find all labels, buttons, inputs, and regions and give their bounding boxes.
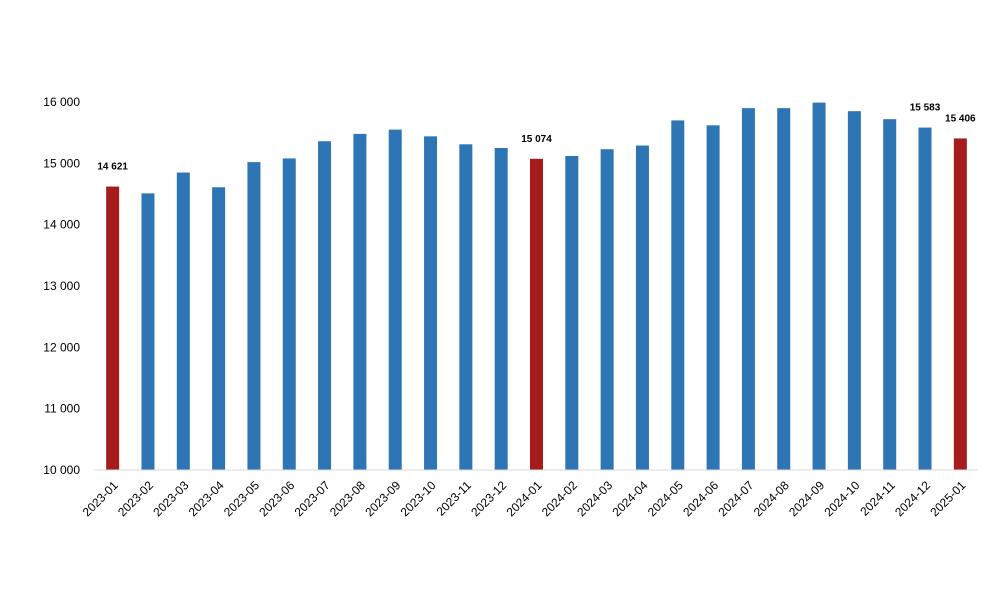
- y-tick-label: 15 000: [43, 156, 80, 170]
- bar-2023-12: [494, 148, 508, 470]
- bar-2024-12: [918, 127, 932, 471]
- bar-2024-09: [812, 102, 826, 470]
- data-labels: 14 621 15 074 15 583 15 406: [97, 103, 976, 173]
- y-tick-label: 12 000: [43, 340, 80, 354]
- x-tick-label: 2024-12: [892, 478, 933, 519]
- bar-2024-05: [671, 120, 685, 471]
- x-tick-label: 2023-07: [292, 478, 333, 519]
- bar-2023-04: [212, 187, 226, 470]
- bar-2023-08: [353, 133, 367, 471]
- bar-2024-07: [741, 108, 755, 470]
- y-tick-label: 11 000: [44, 402, 80, 416]
- x-tick-label: 2024-01: [504, 478, 545, 519]
- x-tick-label: 2023-05: [221, 478, 262, 519]
- data-label-2023-01: 14 621: [97, 162, 128, 173]
- x-tick-label: 2023-09: [362, 478, 403, 519]
- bar-2024-08: [777, 108, 791, 470]
- bar-2023-03: [176, 172, 190, 471]
- x-tick-label: 2025-01: [927, 478, 968, 519]
- bar-2024-04: [635, 145, 649, 470]
- x-tick-label: 2023-02: [115, 478, 156, 519]
- bars: [106, 102, 967, 471]
- bar-2023-02: [141, 193, 155, 471]
- x-tick-label: 2023-04: [186, 478, 227, 519]
- bar-2024-10: [847, 111, 861, 470]
- y-axis: 10 000 11 000 12 000 13 000 14 000 15 000 16 0…: [43, 95, 80, 477]
- bar-2024-03: [600, 149, 614, 470]
- x-tick-label: 2024-06: [680, 478, 721, 519]
- bar-2023-06: [282, 158, 296, 470]
- bar-2023-01: [106, 186, 120, 470]
- y-tick-label: 10 000: [43, 463, 80, 477]
- bar-2024-06: [706, 125, 720, 470]
- bar-2023-10: [424, 136, 438, 470]
- x-tick-label: 2024-05: [645, 478, 686, 519]
- x-tick-label: 2023-01: [80, 478, 121, 519]
- y-tick-label: 14 000: [43, 218, 80, 232]
- bar-2024-02: [565, 155, 579, 470]
- x-tick-label: 2024-10: [821, 478, 862, 519]
- x-tick-label: 2023-12: [468, 478, 509, 519]
- x-tick-label: 2023-06: [256, 478, 297, 519]
- x-tick-label: 2024-11: [857, 478, 898, 519]
- data-label-2024-01: 15 074: [521, 134, 552, 145]
- x-tick-label: 2023-10: [398, 478, 439, 519]
- x-tick-label: 2024-02: [539, 478, 580, 519]
- bar-2025-01: [953, 138, 967, 470]
- y-tick-label: 16 000: [43, 95, 80, 109]
- data-label-2025-01: 15 406: [945, 113, 976, 124]
- y-tick-label: 13 000: [43, 279, 80, 293]
- x-tick-label: 2023-08: [327, 478, 368, 519]
- x-tick-label: 2024-04: [610, 478, 651, 519]
- x-tick-label: 2024-08: [751, 478, 792, 519]
- bar-2023-09: [388, 129, 402, 470]
- bar-2023-05: [247, 162, 261, 470]
- x-tick-label: 2023-11: [434, 478, 475, 519]
- x-tick-label: 2024-07: [715, 478, 756, 519]
- x-tick-label: 2023-03: [150, 478, 191, 519]
- bar-2024-11: [883, 119, 897, 470]
- x-tick-label: 2024-09: [786, 478, 827, 519]
- bar-2024-01: [530, 158, 543, 470]
- x-tick-label: 2024-03: [574, 478, 615, 519]
- bar-2023-07: [318, 141, 332, 470]
- data-label-2024-12: 15 583: [910, 103, 941, 114]
- bar-2023-11: [459, 144, 473, 470]
- x-axis: 2023-012023-022023-032023-042023-052023-…: [80, 478, 969, 519]
